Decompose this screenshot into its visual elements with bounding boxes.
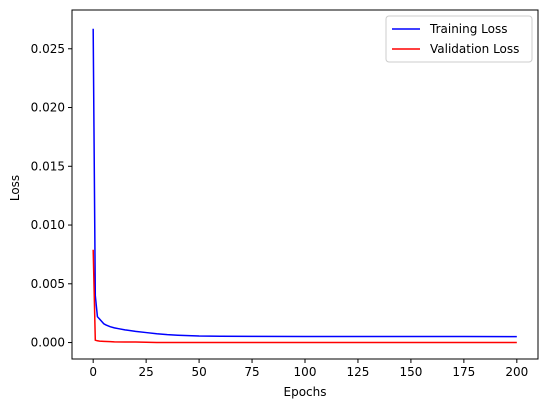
x-tick-label: 75 — [244, 365, 259, 379]
x-tick-label: 175 — [452, 365, 475, 379]
legend-label: Training Loss — [429, 22, 507, 36]
x-tick-label: 25 — [138, 365, 153, 379]
x-tick-label: 100 — [294, 365, 317, 379]
y-axis-label: Loss — [8, 175, 22, 201]
y-tick-label: 0.000 — [31, 336, 65, 350]
x-tick-label: 0 — [89, 365, 97, 379]
legend-label: Validation Loss — [430, 42, 519, 56]
y-tick-label: 0.025 — [31, 42, 65, 56]
series-line-training-loss — [92, 28, 517, 338]
x-tick-label: 125 — [347, 365, 370, 379]
legend: Training Loss Validation Loss — [385, 15, 533, 63]
x-axis: 0 25 50 75 100 125 150 175 200 — [89, 359, 528, 379]
y-axis: 0.000 0.005 0.010 0.015 0.020 0.025 — [31, 42, 72, 350]
y-tick-label: 0.015 — [31, 159, 65, 173]
series-line-validation-loss — [92, 249, 517, 344]
x-tick-label: 50 — [191, 365, 206, 379]
y-tick-label: 0.005 — [31, 277, 65, 291]
x-tick-label: 200 — [505, 365, 528, 379]
y-tick-label: 0.010 — [31, 218, 65, 232]
x-tick-label: 150 — [399, 365, 422, 379]
legend-box — [385, 15, 533, 63]
x-axis-label: Epochs — [284, 385, 327, 399]
y-tick-label: 0.020 — [31, 101, 65, 115]
